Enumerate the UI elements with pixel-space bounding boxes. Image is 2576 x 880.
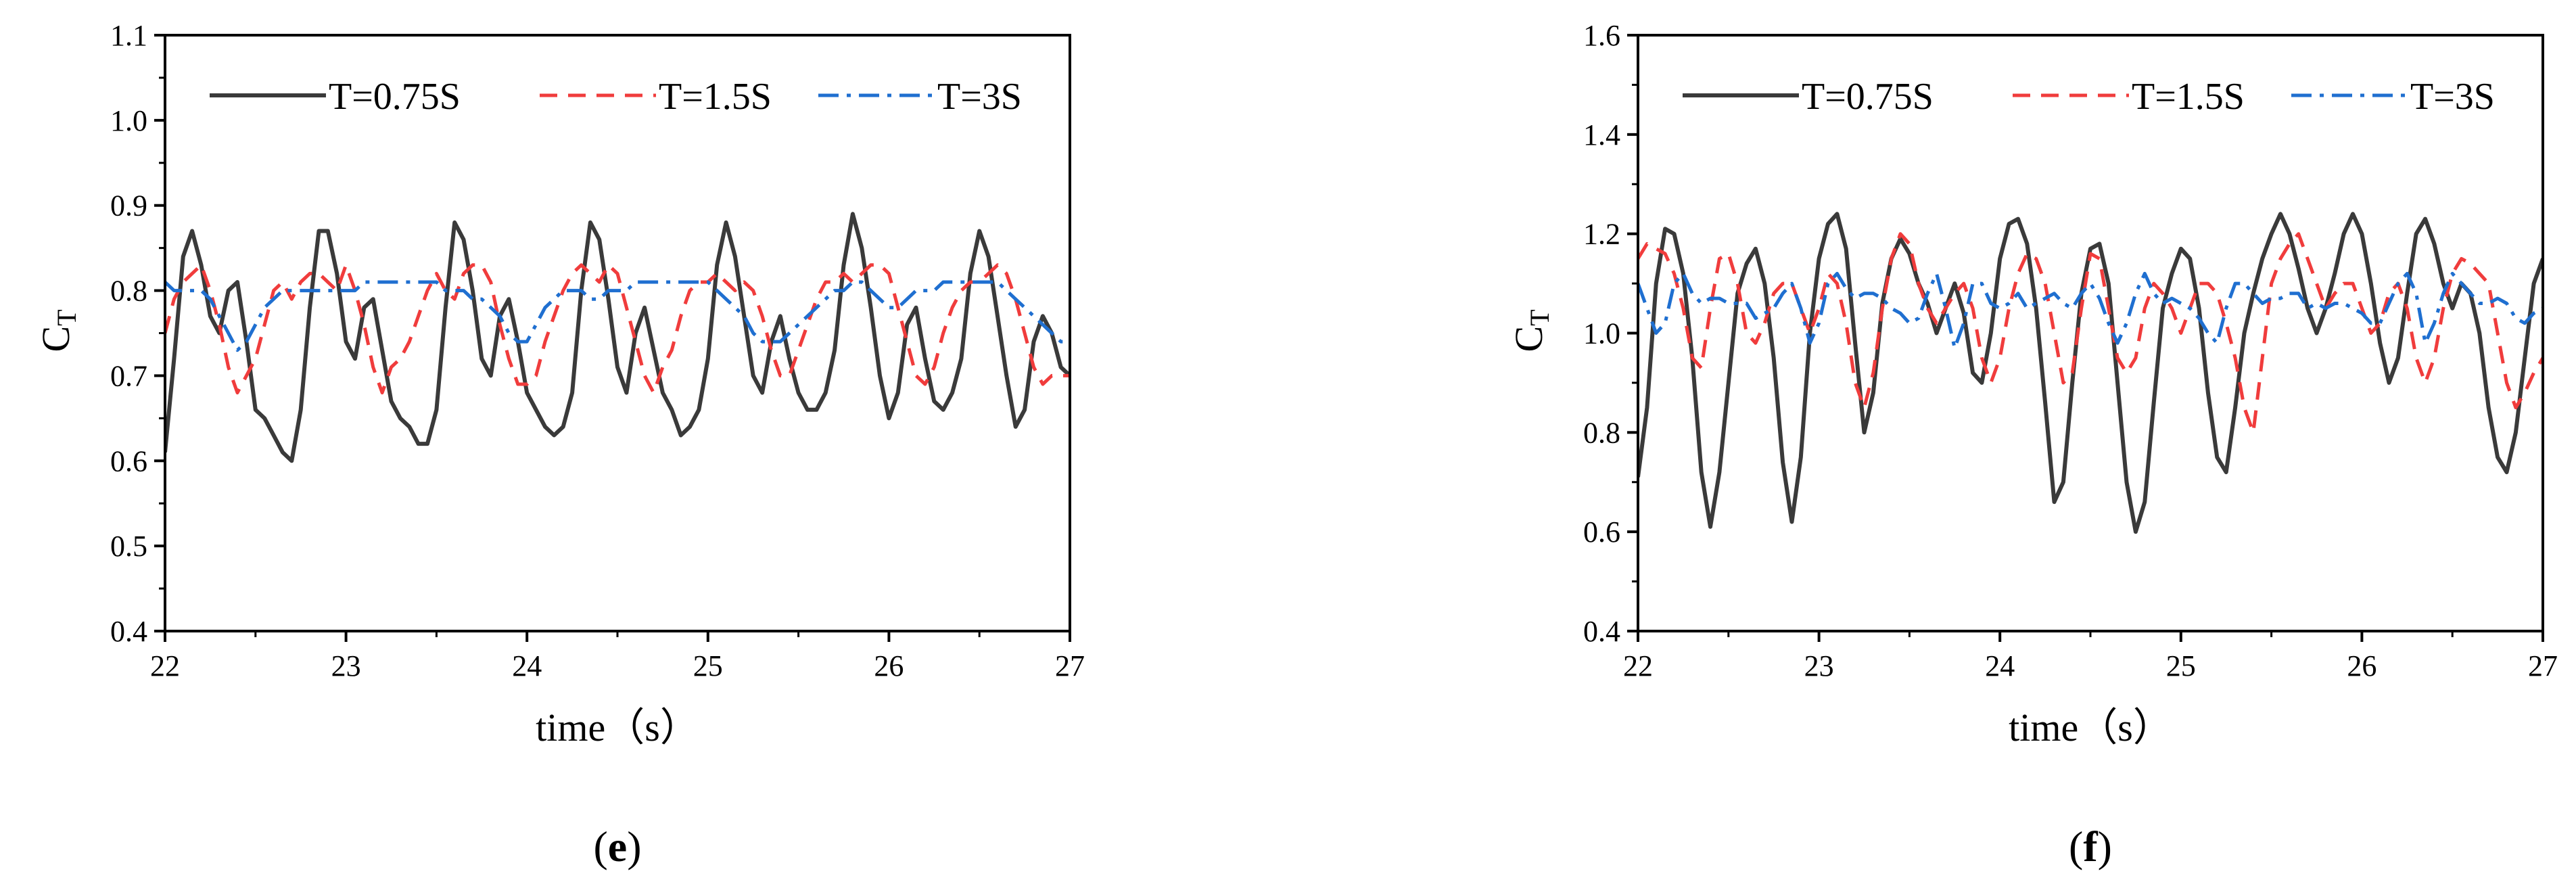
x-tick-label: 26 [2347,649,2376,682]
series-line-0 [165,212,1070,463]
y-tick-label: 1.0 [1583,317,1620,350]
series-group [1638,212,2543,534]
plot-frame [164,34,1071,632]
y-axis-title-subscript: T [51,309,82,325]
y-tick-label: 0.8 [110,275,147,308]
panel-label-open-paren: ( [593,823,607,871]
panel-label: (f) [2069,823,2112,871]
x-tick-label: 23 [331,649,361,682]
y-tick-label: 1.6 [1583,19,1620,52]
x-tick-label: 24 [512,649,542,682]
y-tick-label: 0.5 [110,530,147,563]
series-line-1 [165,263,1070,395]
series-line-2 [165,280,1070,352]
series-line-1 [1638,232,2543,434]
legend-label-2: T=3S [937,76,1022,118]
y-tick-label: 1.4 [1583,118,1620,152]
y-tick-label: 1.1 [110,19,147,52]
panel-label-letter: f [2083,823,2098,871]
y-tick-label: 0.7 [110,359,147,392]
chart-panel-e: 22 23 24 25 26 27 0.4 0.5 0.6 0.7 0.8 0.9 1.0 1.1 time… [34,19,1085,871]
series-line-0 [1638,212,2543,534]
panel-label-letter: e [608,823,627,871]
legend-label-0: T=0.75S [1802,76,1934,118]
series-group [165,212,1070,463]
legend-label-1: T=1.5S [2132,76,2245,118]
x-tick-label: 25 [693,649,723,682]
x-tick-label: 26 [874,649,904,682]
x-tick-label: 27 [1055,649,1085,682]
y-axis-title-main: C [34,326,78,352]
panel-label-close-paren: ) [627,823,641,871]
panel-label-open-paren: ( [2069,823,2083,871]
series-line-2 [1638,271,2543,350]
y-tick-label: 0.6 [1583,515,1620,549]
y-tick-label: 0.6 [110,444,147,478]
x-tick-label: 27 [2528,649,2558,682]
y-axis-title: CT [34,309,82,352]
x-axis-title: time（s） [2009,705,2172,749]
y-axis-title-main: C [1507,326,1551,352]
x-axis-title: time（s） [536,705,699,749]
y-tick-label: 0.9 [110,189,147,223]
legend: T=0.75S T=1.5S T=3S [1683,76,2495,118]
y-axis-title: CT [1507,309,1555,352]
x-tick-label: 25 [2166,649,2196,682]
y-tick-label: 0.4 [1583,615,1620,648]
y-tick-label: 0.4 [110,615,147,648]
x-tick-label: 23 [1804,649,1834,682]
y-tick-label: 1.0 [110,104,147,137]
plot-frame [1637,34,2544,632]
y-tick-label: 1.2 [1583,218,1620,251]
legend: T=0.75S T=1.5S T=3S [210,76,1022,118]
y-tick-label: 0.8 [1583,416,1620,449]
x-tick-label: 22 [150,649,180,682]
legend-label-1: T=1.5S [659,76,772,118]
y-axis-title-subscript: T [1524,309,1555,325]
panel-label-close-paren: ) [2098,823,2112,871]
legend-label-2: T=3S [2410,76,2495,118]
panel-label: (e) [593,823,641,871]
legend-label-0: T=0.75S [329,76,461,118]
x-tick-label: 24 [1985,649,2015,682]
x-tick-label: 22 [1623,649,1653,682]
chart-panel-f: 22 23 24 25 26 27 0.4 0.6 0.8 1.0 1.2 1.4 1.6 time（s）… [1507,19,2558,871]
